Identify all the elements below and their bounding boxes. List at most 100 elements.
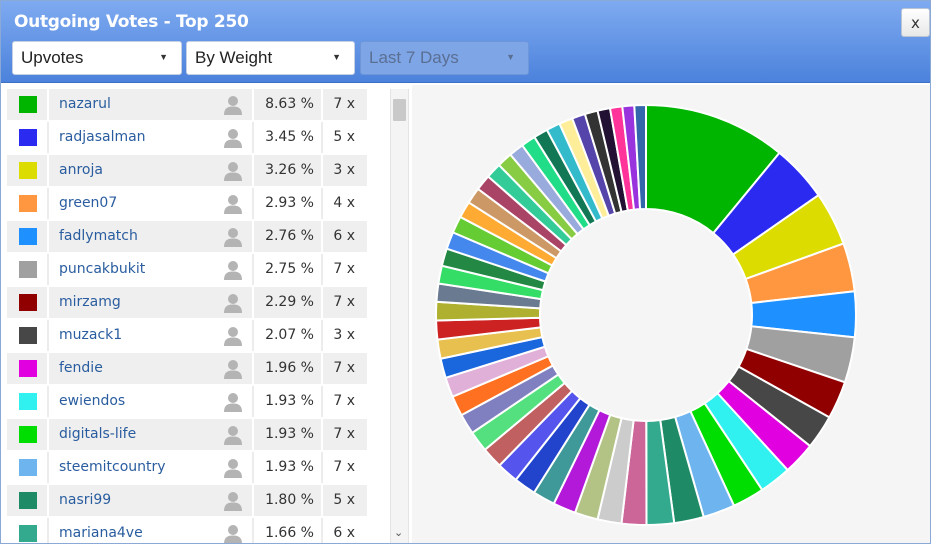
- person-icon[interactable]: [222, 391, 244, 413]
- voter-row: ewiendos 1.93 % 7 x: [7, 386, 367, 417]
- voter-name-link[interactable]: green07: [59, 195, 118, 211]
- color-swatch: [19, 426, 37, 443]
- color-swatch: [19, 393, 37, 410]
- vote-percent: 3.45 %: [265, 129, 314, 145]
- date-range-dropdown[interactable]: Last 7 Days ▼: [360, 41, 529, 75]
- person-icon[interactable]: [222, 457, 244, 479]
- voter-name-link[interactable]: steemitcountry: [59, 459, 166, 475]
- vote-percent: 2.76 %: [265, 228, 314, 244]
- vote-type-value: Upvotes: [21, 48, 84, 67]
- person-icon[interactable]: [222, 325, 244, 347]
- color-swatch: [19, 195, 37, 212]
- vote-percent: 2.29 %: [265, 294, 314, 310]
- voter-row: digitals-life 1.93 % 7 x: [7, 419, 367, 450]
- voter-row: radjasalman 3.45 % 5 x: [7, 122, 367, 153]
- caret-down-icon: ▼: [159, 52, 168, 62]
- vote-percent: 8.63 %: [265, 96, 314, 112]
- vote-percent: 1.66 %: [265, 525, 314, 541]
- color-swatch: [19, 261, 37, 278]
- voter-name-link[interactable]: digitals-life: [59, 426, 137, 442]
- vote-percent: 2.07 %: [265, 327, 314, 343]
- vote-count: 3 x: [333, 327, 355, 343]
- voter-list: nazarul 8.63 % 7 x radjasalman 3.45 % 5 x anro…: [7, 89, 367, 543]
- color-swatch: [19, 492, 37, 509]
- vote-percent: 2.75 %: [265, 261, 314, 277]
- vote-count: 7 x: [333, 261, 355, 277]
- voter-row: puncakbukit 2.75 % 7 x: [7, 254, 367, 285]
- vote-count: 7 x: [333, 459, 355, 475]
- voter-row: fendie 1.96 % 7 x: [7, 353, 367, 384]
- vote-percent: 1.93 %: [265, 459, 314, 475]
- vote-count: 3 x: [333, 162, 355, 178]
- sort-dropdown[interactable]: By Weight ▼: [186, 41, 355, 75]
- window-title: Outgoing Votes - Top 250: [14, 12, 249, 32]
- voter-name-link[interactable]: mariana4ve: [59, 525, 143, 541]
- voter-name-link[interactable]: nasri99: [59, 492, 112, 508]
- voter-name-link[interactable]: anroja: [59, 162, 103, 178]
- close-button[interactable]: x: [901, 8, 930, 37]
- voter-row: mirzamg 2.29 % 7 x: [7, 287, 367, 318]
- color-swatch: [19, 162, 37, 179]
- color-swatch: [19, 327, 37, 344]
- person-icon[interactable]: [222, 94, 244, 116]
- person-icon[interactable]: [222, 358, 244, 380]
- scroll-thumb[interactable]: [393, 99, 406, 121]
- sort-value: By Weight: [195, 48, 273, 67]
- donut-slice[interactable]: [633, 103, 647, 211]
- voter-row: steemitcountry 1.93 % 7 x: [7, 452, 367, 483]
- person-icon[interactable]: [222, 193, 244, 215]
- person-icon[interactable]: [222, 127, 244, 149]
- vote-percent: 1.93 %: [265, 426, 314, 442]
- voter-name-link[interactable]: ewiendos: [59, 393, 126, 409]
- voter-row: nasri99 1.80 % 5 x: [7, 485, 367, 516]
- person-icon[interactable]: [222, 523, 244, 543]
- vote-count: 7 x: [333, 426, 355, 442]
- vote-percent: 1.96 %: [265, 360, 314, 376]
- color-swatch: [19, 129, 37, 146]
- voter-name-link[interactable]: muzack1: [59, 327, 123, 343]
- color-swatch: [19, 360, 37, 377]
- voter-name-link[interactable]: puncakbukit: [59, 261, 146, 277]
- voter-row: green07 2.93 % 4 x: [7, 188, 367, 219]
- person-icon[interactable]: [222, 292, 244, 314]
- window-header: Outgoing Votes - Top 250 x Upvotes ▼ By …: [1, 1, 930, 83]
- caret-down-icon: ▼: [332, 52, 341, 62]
- list-scrollbar[interactable]: ⌄: [390, 89, 409, 543]
- voter-name-link[interactable]: nazarul: [59, 96, 111, 112]
- voter-row: nazarul 8.63 % 7 x: [7, 89, 367, 120]
- date-range-value: Last 7 Days: [369, 48, 459, 67]
- person-icon[interactable]: [222, 226, 244, 248]
- voter-name-link[interactable]: radjasalman: [59, 129, 146, 145]
- voter-row: fadlymatch 2.76 % 6 x: [7, 221, 367, 252]
- vote-percent: 2.93 %: [265, 195, 314, 211]
- vote-percent: 1.93 %: [265, 393, 314, 409]
- vote-count: 7 x: [333, 96, 355, 112]
- vote-count: 7 x: [333, 360, 355, 376]
- voter-row: anroja 3.26 % 3 x: [7, 155, 367, 186]
- vote-count: 7 x: [333, 393, 355, 409]
- donut-chart-area: [412, 85, 930, 543]
- person-icon[interactable]: [222, 259, 244, 281]
- voter-name-link[interactable]: fadlymatch: [59, 228, 138, 244]
- voter-row: muzack1 2.07 % 3 x: [7, 320, 367, 351]
- vote-type-dropdown[interactable]: Upvotes ▼: [12, 41, 182, 75]
- color-swatch: [19, 294, 37, 311]
- vote-count: 5 x: [333, 129, 355, 145]
- voter-name-link[interactable]: fendie: [59, 360, 103, 376]
- vote-percent: 1.80 %: [265, 492, 314, 508]
- color-swatch: [19, 525, 37, 542]
- person-icon[interactable]: [222, 424, 244, 446]
- color-swatch: [19, 228, 37, 245]
- person-icon[interactable]: [222, 160, 244, 182]
- voter-row: mariana4ve 1.66 % 6 x: [7, 518, 367, 543]
- color-swatch: [19, 459, 37, 476]
- person-icon[interactable]: [222, 490, 244, 512]
- vote-count: 7 x: [333, 294, 355, 310]
- vote-percent: 3.26 %: [265, 162, 314, 178]
- voter-name-link[interactable]: mirzamg: [59, 294, 121, 310]
- color-swatch: [19, 96, 37, 113]
- chevron-down-icon[interactable]: ⌄: [394, 526, 404, 539]
- vote-count: 5 x: [333, 492, 355, 508]
- caret-down-icon: ▼: [506, 52, 515, 62]
